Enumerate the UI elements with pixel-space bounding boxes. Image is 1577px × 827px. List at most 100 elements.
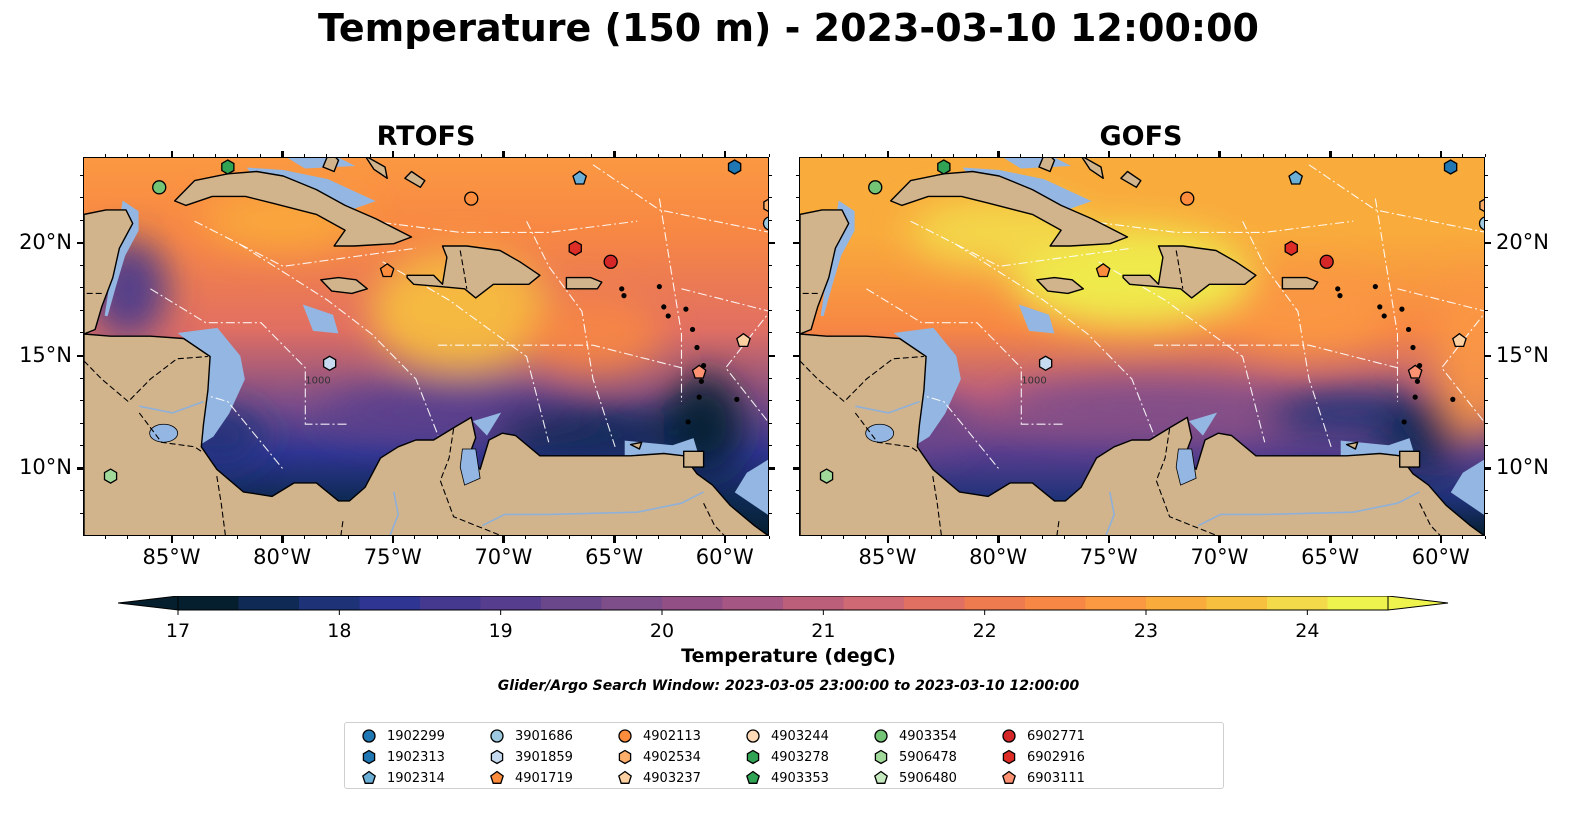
colorbar: 17 18 19 20 21 22 23 24 (117, 595, 1453, 650)
colorbar-tick-label: 21 (811, 620, 835, 642)
tick-mark (769, 490, 772, 492)
float-marker-4903278 (937, 159, 951, 175)
tick-mark (702, 154, 704, 157)
tick-mark (80, 377, 83, 379)
tick-mark (1329, 536, 1332, 543)
colorbar-segment (541, 596, 603, 610)
tick-mark (723, 536, 727, 543)
tick-mark (502, 151, 505, 157)
pentagon-icon (618, 770, 632, 784)
tick-mark (613, 536, 616, 543)
tick-mark (480, 536, 482, 539)
tick-mark (547, 536, 549, 539)
pentagon-icon (490, 770, 504, 784)
tick-mark (796, 264, 799, 266)
colorbar-segment (359, 596, 421, 610)
legend-label: 5906478 (899, 749, 957, 765)
tick-mark (1152, 154, 1154, 157)
tick-mark (1196, 536, 1198, 539)
tick-mark (931, 154, 933, 157)
tick-mark (1107, 536, 1111, 543)
colorbar-segment (662, 596, 724, 610)
tick-mark (591, 154, 593, 157)
float-marker-4902534 (1479, 198, 1484, 213)
hexagon-icon (1002, 749, 1016, 765)
hexagon-icon (362, 749, 376, 765)
float-marker-4903354 (868, 180, 883, 195)
tick-mark (170, 151, 174, 157)
tick-mark (1485, 400, 1488, 402)
tick-mark (1285, 154, 1287, 157)
tick-mark (769, 197, 772, 199)
tick-mark (193, 154, 195, 157)
tick-mark (259, 154, 261, 157)
tick-mark (1485, 490, 1488, 492)
legend-item: 6902916 (1001, 747, 1085, 767)
legend-item: 6903111 (1001, 768, 1085, 788)
legend-item: 4903353 (745, 768, 829, 788)
colorbar-segment (904, 596, 966, 610)
tick-mark (436, 536, 438, 539)
pentagon-icon (362, 770, 376, 784)
pentagon-icon (746, 770, 760, 784)
tick-mark (1241, 536, 1243, 539)
tick-mark (1485, 219, 1488, 221)
tick-mark (170, 536, 174, 543)
float-marker-4903354 (152, 180, 167, 195)
tick-mark (769, 287, 772, 289)
circle-icon (874, 729, 888, 743)
tick-mark (237, 536, 239, 539)
map-gofs: 1000 (799, 157, 1485, 536)
colorbar-tick-label: 22 (973, 620, 997, 642)
map-rtofs: 1000 (83, 157, 769, 536)
legend-label: 1902313 (387, 749, 445, 765)
float-marker-3901859 (322, 355, 337, 372)
tick-mark (591, 536, 593, 539)
hexagon-icon (746, 749, 760, 765)
legend-item: 3901859 (489, 747, 573, 767)
tick-mark (1130, 154, 1132, 157)
float-marker-6902916 (1284, 240, 1298, 256)
colorbar-segment (964, 596, 1026, 610)
lat-tick-label: 15°N (19, 342, 72, 367)
tick-mark (303, 154, 305, 157)
tick-mark (820, 536, 822, 539)
tick-mark (77, 467, 83, 470)
tick-mark (657, 154, 659, 157)
tick-mark (864, 154, 866, 157)
tick-mark (796, 512, 799, 514)
tick-mark (80, 197, 83, 199)
tick-mark (796, 445, 799, 447)
tick-mark (796, 309, 799, 311)
pentagon-icon (874, 770, 888, 784)
lon-tick-label: 75°W (363, 545, 422, 569)
legend-label: 6902771 (1027, 728, 1085, 744)
colorbar-segment (1206, 596, 1268, 610)
circle-icon (746, 729, 760, 743)
lon-tick-label: 70°W (1190, 545, 1249, 569)
tick-mark (796, 332, 799, 334)
colorbar-tick-label: 23 (1134, 620, 1158, 642)
tick-mark (953, 154, 955, 157)
tick-mark (80, 400, 83, 402)
lat-tick-label: 10°N (19, 455, 72, 480)
colorbar-segment (420, 596, 482, 610)
tick-mark (1485, 197, 1488, 199)
tick-mark (215, 536, 217, 539)
tick-mark (370, 536, 372, 539)
tick-mark (1041, 154, 1043, 157)
tick-mark (864, 536, 866, 539)
landmass-bahamas2 (1081, 158, 1104, 179)
tick-mark (769, 354, 775, 358)
colorbar-segment (1146, 596, 1208, 610)
float-marker-3901686 (1478, 216, 1484, 231)
float-legend: 1902299 1902313 1902314 3901686 3901859 49017… (344, 722, 1224, 789)
panel-title-rtofs: RTOFS (376, 121, 476, 152)
hexagon-icon (618, 749, 632, 765)
colorbar-segment (1267, 596, 1329, 610)
tick-mark (1130, 536, 1132, 539)
tick-mark (769, 400, 772, 402)
colorbar-segment (480, 596, 542, 610)
tick-mark (769, 219, 772, 221)
float-marker-4901719 (1095, 262, 1111, 278)
